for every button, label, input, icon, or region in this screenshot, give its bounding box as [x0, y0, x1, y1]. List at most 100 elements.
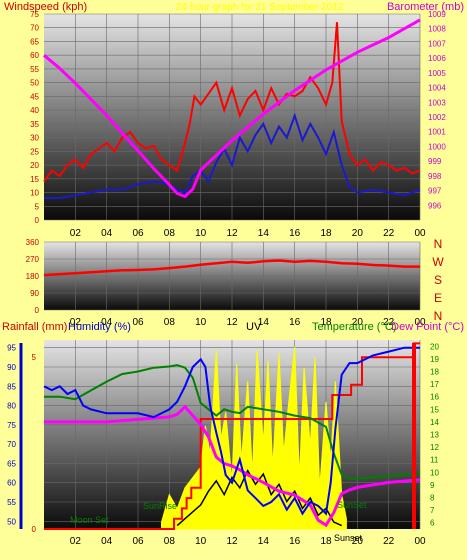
p2-x-tick-label: 12	[226, 317, 238, 328]
temperature-tick-label: 16	[430, 393, 439, 402]
rain-end-marker	[412, 343, 416, 529]
barometer-tick-label: 998	[428, 172, 442, 181]
humidity-axis-title: Humidity (%)	[68, 321, 131, 333]
sunset-label: SunSet	[337, 500, 367, 510]
windspeed-tick-label: 70	[30, 24, 39, 33]
humidity-tick-label: 70	[7, 440, 16, 449]
humidity-tick-label: 85	[7, 382, 16, 391]
p1-x-tick-label: 08	[164, 228, 176, 239]
chart-title: 24 hour graph for 21 September 2012	[176, 2, 344, 13]
p2-x-tick-label: 04	[101, 317, 113, 328]
p1-x-tick-label: 18	[320, 228, 332, 239]
p1-x-tick-label: 16	[289, 228, 301, 239]
rainfall-axis-title: Rainfall (mm)	[2, 321, 67, 333]
temperature-tick-label: 12	[430, 443, 439, 452]
barometer-tick-label: 1002	[428, 113, 446, 122]
p1-x-tick-label: 14	[258, 228, 270, 239]
temperature-series	[44, 364, 421, 480]
temperature-tick-label: 7	[430, 506, 435, 515]
humidity-tick-label: 90	[7, 363, 16, 372]
direction-tick-label: 270	[26, 255, 40, 264]
windspeed-tick-label: 10	[30, 189, 39, 198]
barometer-tick-label: 1008	[428, 25, 446, 34]
temperature-tick-label: 6	[430, 519, 435, 528]
windspeed-tick-label: 15	[30, 175, 39, 184]
p2-x-tick-label: 18	[320, 317, 332, 328]
p1-x-tick-label: 00	[414, 228, 426, 239]
temperature-tick-label: 10	[430, 468, 439, 477]
windspeed-tick-label: 35	[30, 120, 39, 129]
p2-x-tick-label: 14	[258, 317, 270, 328]
moon-set-label: Moon Set	[70, 515, 109, 525]
windspeed-tick-label: 5	[35, 202, 40, 211]
barometer-tick-label: 996	[428, 201, 442, 210]
temperature-tick-label: 8	[430, 494, 435, 503]
p3-x-tick-label: 12	[226, 536, 238, 547]
wind-direction-series	[43, 259, 420, 277]
humidity-tick-label: 95	[7, 344, 16, 353]
barometer-tick-label: 1000	[428, 142, 446, 151]
humidity-tick-label: 80	[7, 402, 16, 411]
p3-x-tick-label: 10	[195, 536, 207, 547]
p1-x-tick-label: 22	[383, 228, 395, 239]
p2-x-tick-label: 00	[414, 317, 426, 328]
p2-x-tick-label: 20	[352, 317, 364, 328]
windspeed-tick-label: 75	[30, 10, 39, 19]
uv-series	[161, 346, 347, 530]
p3-x-tick-label: 02	[70, 536, 82, 547]
windspeed-tick-label: 40	[30, 106, 39, 115]
compass-label: E	[434, 291, 442, 305]
windspeed-tick-label: 55	[30, 65, 39, 74]
barometer-tick-label: 1005	[428, 69, 446, 78]
p2-x-tick-label: 06	[132, 317, 144, 328]
uv-axis-title: UV	[246, 321, 262, 333]
barometer-tick-label: 1004	[428, 84, 446, 93]
barometer-tick-label: 1007	[428, 39, 446, 48]
p3-x-tick-label: 18	[320, 536, 332, 547]
windspeed-tick-label: 50	[30, 79, 39, 88]
p2-x-tick-label: 02	[70, 317, 82, 328]
p3-x-tick-label: 22	[383, 536, 395, 547]
humidity-tick-label: 55	[7, 498, 16, 507]
direction-tick-label: 0	[35, 306, 40, 315]
windspeed-tick-label: 25	[30, 147, 39, 156]
p1-x-tick-label: 20	[352, 228, 364, 239]
p1-x-tick-label: 10	[195, 228, 207, 239]
dewpoint-series	[44, 404, 421, 528]
compass-label: N	[434, 309, 443, 323]
wind-baro-panel: Windspeed (kph) 24 hour graph for 21 Sep…	[4, 1, 464, 239]
temperature-tick-label: 9	[430, 481, 435, 490]
windspeed-gust-series	[43, 22, 421, 183]
windspeed-tick-label: 65	[30, 37, 39, 46]
rainfall-tick-label: 0	[32, 525, 37, 534]
compass-label: W	[432, 255, 444, 269]
p2-x-tick-label: 08	[164, 317, 176, 328]
barometer-tick-label: 999	[428, 157, 442, 166]
windspeed-tick-label: 20	[30, 161, 39, 170]
temperature-tick-label: 15	[430, 405, 439, 414]
p2-x-tick-label: 10	[195, 317, 207, 328]
windspeed-tick-label: 60	[30, 51, 39, 60]
direction-tick-label: 360	[26, 238, 40, 247]
temperature-tick-label: 17	[430, 380, 439, 389]
direction-tick-label: 180	[26, 272, 40, 281]
temperature-tick-label: 19	[430, 355, 439, 364]
windspeed-axis-title: Windspeed (kph)	[4, 1, 87, 13]
sunrise-label: SunRise	[143, 501, 177, 511]
compass-label: S	[434, 273, 442, 287]
windspeed-tick-label: 30	[30, 134, 39, 143]
direction-tick-label: 90	[30, 289, 39, 298]
rainfall-tick-label: 5	[32, 353, 37, 362]
barometer-series	[43, 18, 421, 199]
temperature-tick-label: 18	[430, 368, 439, 377]
temperature-tick-label: 20	[430, 342, 439, 351]
p3-x-tick-label: 04	[101, 536, 113, 547]
p1-x-tick-label: 12	[226, 228, 238, 239]
p1-x-tick-label: 04	[101, 228, 113, 239]
humidity-tick-label: 50	[7, 517, 16, 526]
barometer-tick-label: 1006	[428, 54, 446, 63]
p3-x-tick-label: 16	[289, 536, 301, 547]
